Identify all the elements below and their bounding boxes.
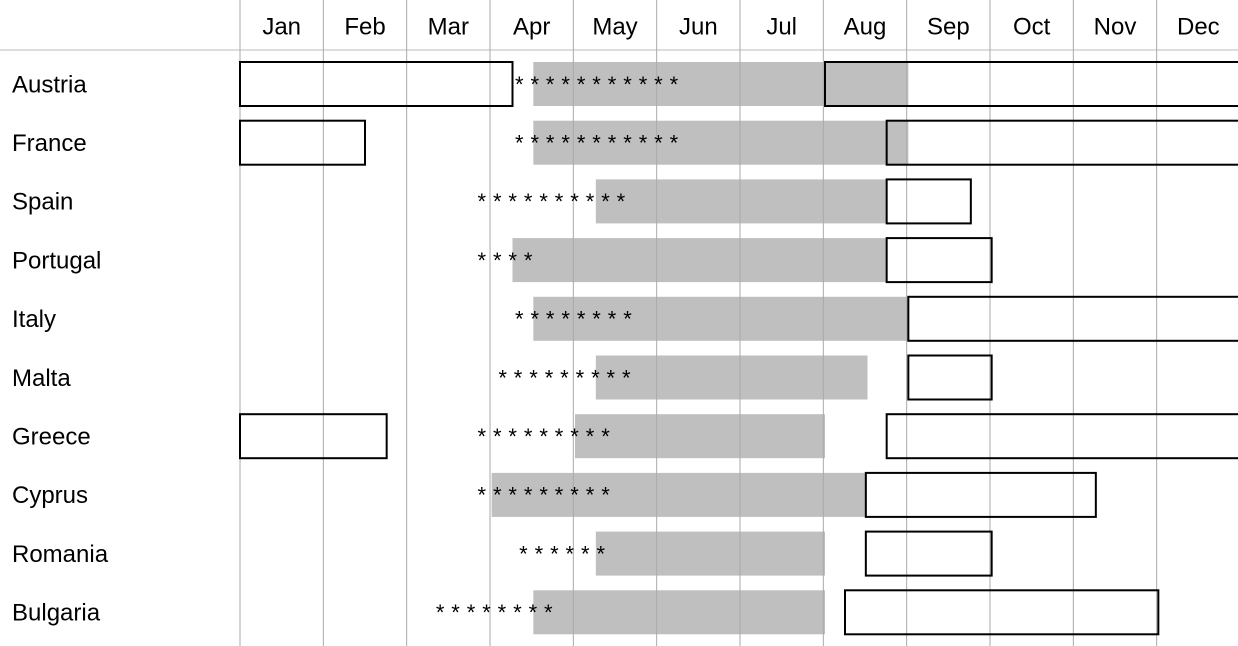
period-box xyxy=(885,237,993,284)
country-label: Portugal xyxy=(12,247,101,274)
stars: **** xyxy=(478,248,540,273)
season-bar xyxy=(595,355,868,400)
period-box xyxy=(907,295,1238,342)
stars: ********** xyxy=(478,189,633,214)
month-label: Oct xyxy=(1013,13,1051,40)
period-box xyxy=(885,178,972,225)
country-label: Bulgaria xyxy=(12,600,101,627)
stars: *********** xyxy=(515,131,685,156)
month-label: Jul xyxy=(766,13,797,40)
period-box xyxy=(885,119,1238,166)
month-label: Mar xyxy=(428,13,469,40)
period-box xyxy=(239,413,388,460)
month-label: Apr xyxy=(513,13,550,40)
country-label: France xyxy=(12,130,87,157)
month-label: Jan xyxy=(262,13,301,40)
month-label: Aug xyxy=(844,13,887,40)
stars: ********* xyxy=(498,365,637,390)
country-label: Austria xyxy=(12,71,87,98)
stars: ********* xyxy=(478,483,617,508)
period-box xyxy=(864,471,1097,518)
stars: ******** xyxy=(436,600,560,625)
country-label: Cyprus xyxy=(12,482,88,509)
period-box xyxy=(239,61,514,107)
country-label: Romania xyxy=(12,541,109,568)
season-bar xyxy=(533,296,909,341)
season-bar xyxy=(533,62,909,106)
season-bar xyxy=(491,472,866,517)
period-box xyxy=(824,61,1238,107)
stars: *********** xyxy=(515,72,685,97)
season-bar xyxy=(533,590,825,635)
month-label: Dec xyxy=(1177,13,1220,40)
country-label: Greece xyxy=(12,424,91,451)
country-label: Malta xyxy=(12,365,71,392)
period-box xyxy=(239,119,366,166)
season-bar xyxy=(575,414,825,459)
month-label: Sep xyxy=(927,13,970,40)
month-label: Nov xyxy=(1094,13,1137,40)
season-bar xyxy=(595,531,825,576)
country-label: Spain xyxy=(12,189,73,216)
season-bar xyxy=(595,179,887,224)
month-label: Jun xyxy=(679,13,718,40)
period-box xyxy=(907,354,993,401)
country-label: Italy xyxy=(12,306,56,333)
season-bar xyxy=(512,238,887,283)
period-box xyxy=(844,589,1160,636)
stars: ********* xyxy=(478,424,617,449)
season-bar xyxy=(533,120,909,165)
period-box xyxy=(864,530,993,577)
stars: ******** xyxy=(515,307,639,332)
month-label: Feb xyxy=(344,13,385,40)
month-label: May xyxy=(592,13,637,40)
stars: ****** xyxy=(519,541,612,566)
period-box xyxy=(885,413,1238,460)
